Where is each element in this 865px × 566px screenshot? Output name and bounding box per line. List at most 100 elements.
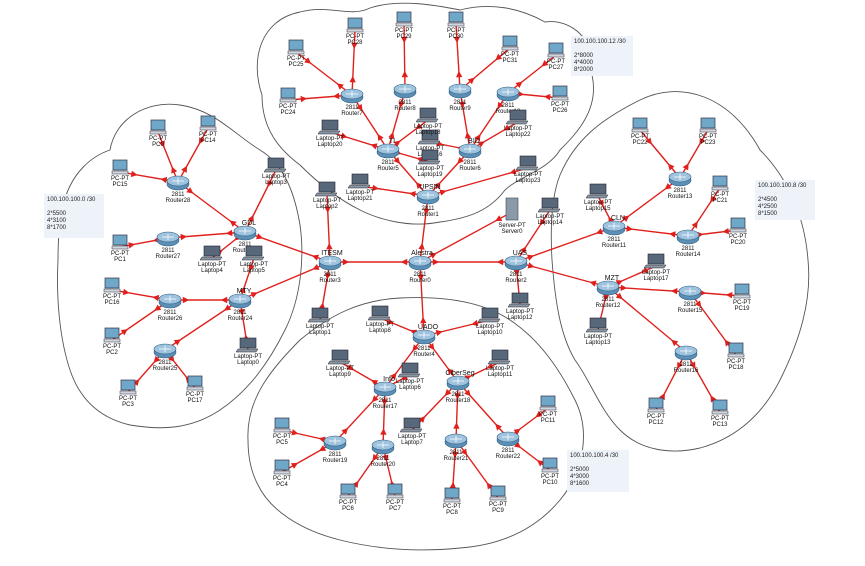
- laptop-model-label: Laptop-PT: [326, 366, 354, 372]
- pc-name-label: PC18: [728, 365, 744, 371]
- pc-monitor-icon: [712, 399, 728, 411]
- link-end-marker: [526, 254, 535, 261]
- router-model-label: 2811: [452, 392, 466, 398]
- link-end-marker: [415, 123, 423, 130]
- subnet-note-line: 8*2000: [574, 67, 594, 73]
- laptop-screen-icon: [481, 307, 499, 319]
- link-end-marker: [382, 454, 389, 462]
- pc-model-label: PC-PT: [729, 234, 747, 240]
- link-end-marker: [312, 264, 320, 270]
- pc-monitor-icon: [150, 119, 166, 131]
- pc-base-icon: [699, 128, 717, 133]
- link-R28-PC14: [177, 127, 209, 183]
- link-R28-PC0: [157, 131, 179, 183]
